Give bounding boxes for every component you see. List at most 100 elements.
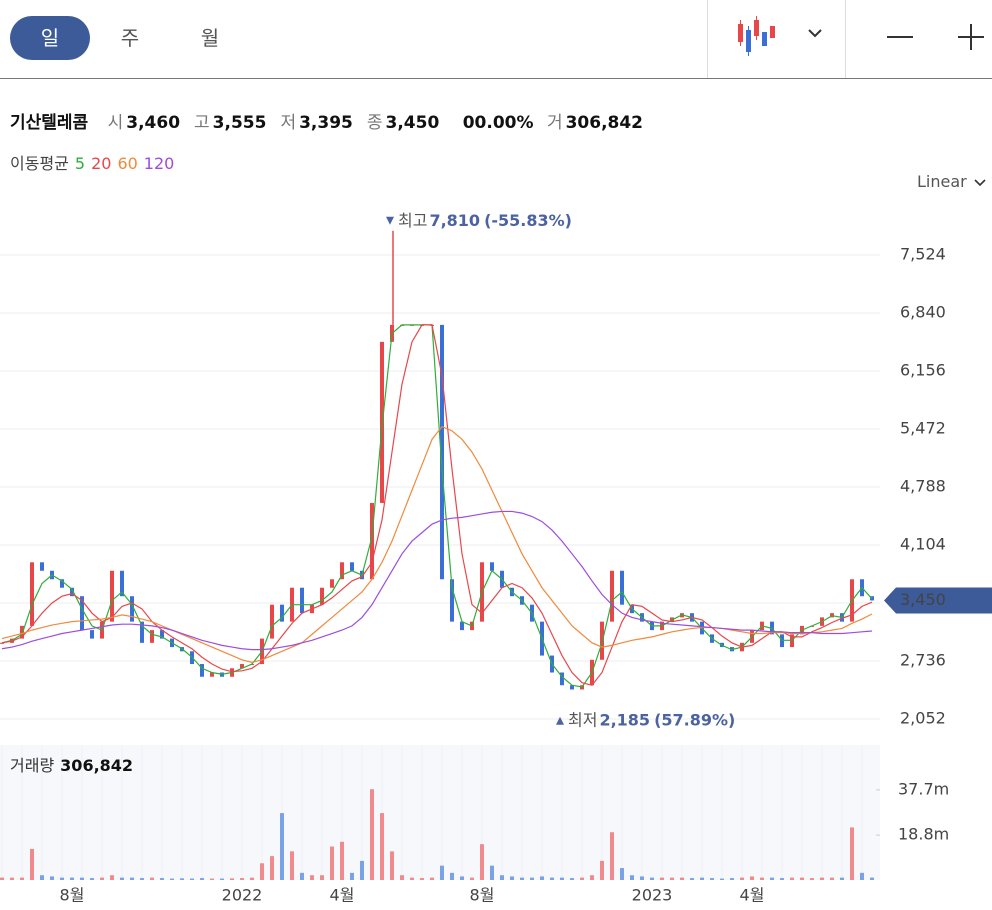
volume-panel [0, 745, 880, 880]
volume-bar [310, 875, 314, 880]
volume-bar [730, 878, 734, 880]
dropdown-icon [974, 178, 986, 186]
legend: 이동평균 5 20 60 120 [10, 150, 174, 174]
info-value: 3,555 [212, 113, 267, 133]
candle [560, 672, 564, 686]
volume-bar [210, 878, 214, 880]
candle [160, 630, 164, 639]
volume-bar [700, 877, 704, 880]
candle [120, 570, 124, 597]
volume-bar [250, 877, 254, 880]
volume-bar [640, 876, 644, 880]
annotation-label: 최저 [568, 710, 597, 729]
price-tag-label: 3,450 [900, 590, 946, 609]
annotation-change: (-55.83%) [484, 210, 572, 229]
candle [240, 664, 244, 669]
volume-title: 거래량 306,842 [10, 756, 133, 775]
volume-label: 거래량 [10, 756, 54, 775]
info-label: 종 [366, 113, 383, 133]
candle [90, 630, 94, 639]
chart-type-icon[interactable] [738, 16, 775, 56]
volume-bar [570, 878, 574, 880]
candle [210, 672, 214, 677]
volume-bar [100, 877, 104, 880]
volume-bar [490, 865, 494, 880]
candle [450, 579, 454, 622]
y-tick-label: 37.7m [898, 779, 949, 798]
volume-bar [50, 876, 54, 880]
volume-bar [400, 875, 404, 880]
candle [280, 604, 284, 622]
candle [70, 587, 74, 597]
volume-bar [860, 872, 864, 880]
volume-bar [520, 877, 524, 880]
candle [350, 562, 354, 571]
volume-bar [170, 878, 174, 880]
volume-bar [450, 872, 454, 880]
candle [140, 621, 144, 643]
tab[interactable]: 월 [200, 26, 220, 50]
annotation-arrow [386, 216, 394, 225]
info-value: 306,842 [565, 113, 644, 133]
candle [620, 570, 624, 605]
volume-bar [110, 875, 114, 880]
volume-bar [750, 876, 754, 880]
volume-bar [530, 877, 534, 880]
volume-bar [290, 851, 294, 880]
volume-bar [430, 877, 434, 880]
tab[interactable]: 일 [10, 16, 90, 60]
info-value: 3,460 [126, 113, 181, 133]
y-tick-label: 7,524 [900, 245, 946, 264]
volume-bar [870, 877, 874, 880]
candle [300, 587, 304, 614]
volume-bar [660, 877, 664, 880]
zoom-in[interactable] [958, 24, 984, 50]
candle [320, 587, 324, 605]
volume-bar [240, 878, 244, 880]
y-tick-label: 5,472 [900, 419, 946, 438]
y-tick-label: 6,156 [900, 361, 946, 380]
volume-bar [140, 878, 144, 880]
volume-bar [230, 878, 234, 880]
volume-bar [610, 832, 614, 880]
legend-entry: 20 [91, 154, 112, 173]
volume-bar [160, 878, 164, 880]
volume-bar [10, 877, 14, 880]
x-tick-label: 4월 [740, 886, 765, 905]
annotation-label: 최고 [398, 210, 427, 229]
volume-bar [0, 877, 4, 880]
legend-entry: 5 [74, 154, 86, 173]
volume-bar [120, 877, 124, 880]
volume-bar [830, 877, 834, 880]
volume-bar [770, 877, 774, 880]
volume-bar [260, 863, 264, 880]
volume-bar [80, 877, 84, 880]
volume-bar [600, 860, 604, 880]
tab[interactable]: 주 [120, 26, 140, 50]
volume-bar [320, 875, 324, 880]
scale-select[interactable]: Linear [917, 172, 988, 191]
candle [20, 625, 24, 639]
y-tick-label: 6,840 [900, 303, 946, 322]
volume-bar [720, 878, 724, 880]
annotation-change: (57.89%) [654, 710, 735, 729]
volume-value: 306,842 [60, 756, 133, 775]
ma-line [1, 510, 873, 651]
volume-bar [330, 846, 334, 880]
legend-entry: 60 [117, 154, 138, 173]
x-tick-label: 4월 [330, 886, 355, 905]
volume-bar [60, 877, 64, 880]
annotation-value: 7,810 [429, 210, 480, 229]
x-tick-label: 2022 [222, 886, 263, 905]
candle [570, 685, 574, 690]
candle [370, 502, 374, 580]
volume-bar [20, 877, 24, 880]
volume-bar [820, 877, 824, 880]
volume-bar [840, 877, 844, 880]
dropdown-icon[interactable] [808, 29, 822, 38]
volume-bar [440, 865, 444, 880]
x-tick-label: 8월 [60, 886, 85, 905]
